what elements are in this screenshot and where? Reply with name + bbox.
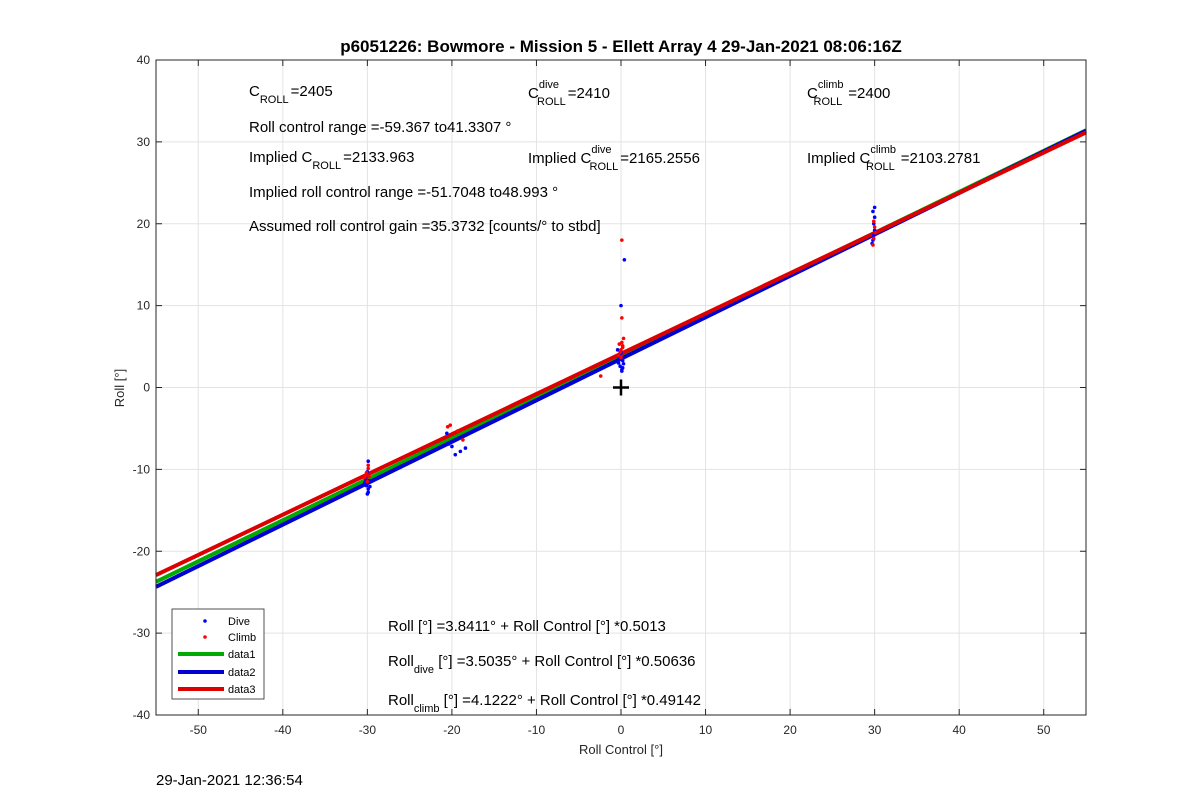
dive-point (450, 444, 454, 449)
climb-point (448, 423, 453, 427)
x-tick-label: 40 (953, 723, 967, 737)
climb-point (620, 345, 625, 350)
dive-point (871, 209, 875, 214)
annotation-implied-c-climb: Implied Cclimb ROLL =2103.2781 (807, 144, 980, 173)
climb-point (620, 238, 624, 242)
climb-point (872, 225, 877, 229)
chart-title: p6051226: Bowmore - Mission 5 - Ellett A… (340, 37, 902, 56)
legend: Dive Climb data1 data2 data3 (171, 608, 265, 700)
x-tick-label: 0 (618, 723, 625, 737)
dive-point (463, 446, 468, 450)
dive-point (615, 348, 620, 352)
annotation-roll-control-range: Roll control range =-59.367 to41.3307 ° (249, 119, 511, 136)
legend-data1-label: data1 (228, 649, 256, 661)
climb-point (621, 336, 626, 341)
climb-point (871, 243, 875, 247)
climb-point (620, 316, 624, 320)
annotation-fit-dive: Rolldive [°] =3.5035° + Roll Control [°]… (388, 653, 696, 676)
axis-ticks: -50 -40 -30 -20 -10 0 10 20 30 40 50 -40 -30 -20 -10 0 1… (133, 53, 1086, 737)
dive-point (446, 442, 451, 446)
x-tick-label: -20 (443, 723, 461, 737)
climb-point (461, 438, 465, 442)
climb-point (873, 230, 878, 235)
y-tick-label: 0 (143, 381, 150, 395)
dive-point (453, 452, 458, 457)
annotation-implied-c-dive: Implied Cdive ROLL =2165.2556 (528, 144, 700, 173)
legend-dive-label: Dive (228, 616, 250, 628)
climb-point (367, 474, 371, 479)
annotation-c-climb: Cclimb ROLL =2400 (807, 79, 890, 108)
annotation-fit-climb: Rollclimb [°] =4.1222° + Roll Control [°… (388, 692, 701, 715)
plot-series (155, 128, 1087, 589)
y-tick-label: 30 (137, 135, 151, 149)
y-tick-label: -30 (133, 626, 151, 640)
climb-point (365, 479, 370, 484)
x-tick-label: 10 (699, 723, 713, 737)
annotation-implied-c-roll: Implied CROLL =2133.963 (249, 149, 414, 172)
dive-point (365, 492, 370, 496)
x-tick-label: 30 (868, 723, 882, 737)
dive-point (445, 431, 449, 436)
annotation-fit-all: Roll [°] =3.8411° + Roll Control [°] *0.… (388, 618, 666, 635)
climb-point (366, 463, 371, 468)
climb-point (618, 350, 622, 355)
y-tick-label: -10 (133, 462, 151, 476)
climb-point (456, 429, 460, 433)
y-tick-label: 10 (137, 299, 151, 313)
x-tick-label: 20 (783, 723, 797, 737)
annotation-assumed-gain: Assumed roll control gain =35.3732 [coun… (249, 218, 601, 235)
dive-point (621, 361, 626, 366)
y-tick-label: -40 (133, 708, 151, 722)
climb-point (617, 342, 622, 346)
dive-point (458, 449, 463, 454)
dive-point (872, 205, 877, 210)
legend-climb-marker (203, 635, 207, 639)
dive-point (366, 459, 371, 463)
legend-data3-label: data3 (228, 684, 256, 696)
dive-point (620, 369, 624, 373)
y-tick-label: -20 (133, 544, 151, 558)
climb-point (619, 355, 623, 360)
annotation-c-dive: Cdive ROLL =2410 (528, 79, 610, 108)
annotation-implied-range: Implied roll control range =-51.7048 to4… (249, 184, 558, 201)
y-axis-label: Roll [°] (112, 369, 127, 407)
dive-point (616, 361, 621, 365)
dive-point (872, 215, 877, 219)
legend-dive-marker (203, 619, 207, 623)
dive-point (368, 484, 372, 489)
y-tick-label: 20 (137, 217, 151, 231)
dive-point (620, 366, 625, 370)
climb-point (366, 466, 371, 471)
x-tick-label: 50 (1037, 723, 1051, 737)
climb-point (598, 374, 603, 378)
annotations: CROLL =2405 Cdive ROLL =2410 Cclimb ROLL =240… (249, 79, 980, 715)
y-tick-label: 40 (137, 53, 151, 67)
footer-timestamp: 29-Jan-2021 12:36:54 (156, 772, 303, 789)
x-tick-label: -10 (528, 723, 546, 737)
x-tick-label: -40 (274, 723, 292, 737)
legend-data2-label: data2 (228, 667, 256, 679)
climb-point (871, 236, 876, 241)
dive-point (622, 257, 627, 262)
x-axis-label: Roll Control [°] (579, 742, 663, 757)
annotation-c-roll: CROLL =2405 (249, 83, 333, 106)
climb-point (363, 475, 367, 480)
climb-point (871, 219, 876, 224)
dive-point (619, 303, 623, 308)
x-tick-label: -30 (359, 723, 377, 737)
legend-climb-label: Climb (228, 632, 256, 644)
x-tick-label: -50 (190, 723, 208, 737)
